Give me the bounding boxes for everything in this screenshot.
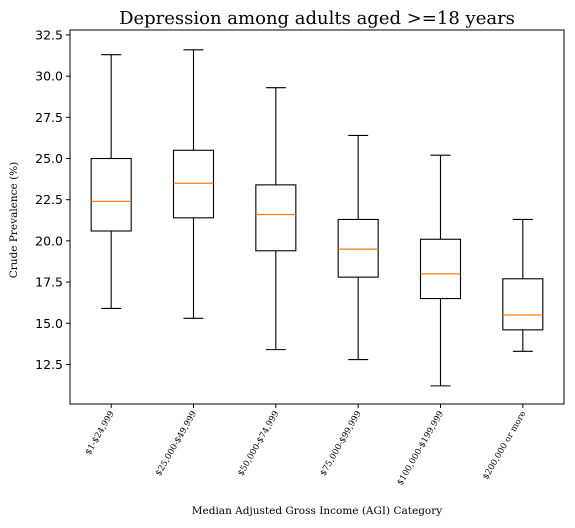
box-iqr <box>255 184 297 252</box>
x-tick-label: $25,000-$49,999 <box>154 410 199 478</box>
y-axis-label: Crude Prevalence (%) <box>8 162 20 279</box>
y-tick-label: 32.5 <box>35 27 63 42</box>
box-iqr <box>172 149 215 219</box>
y-tick-label: 15.0 <box>35 316 63 331</box>
x-tick-label: $50,000-$74,999 <box>236 410 281 478</box>
y-tick-label: 25.0 <box>35 151 63 166</box>
box-iqr <box>419 238 462 300</box>
y-tick-label: 17.5 <box>35 275 63 290</box>
box-iqr <box>337 218 379 278</box>
y-tick-label: 12.5 <box>35 357 63 372</box>
chart-title: Depression among adults aged >=18 years <box>119 8 515 29</box>
box-iqr <box>502 278 544 331</box>
box-iqr <box>90 157 132 232</box>
plot-frame <box>69 29 565 405</box>
x-tick-label: $1-$24,999 <box>84 410 117 457</box>
x-tick-label: $200,000 or more <box>481 410 528 482</box>
y-tick-label: 30.0 <box>35 69 63 84</box>
y-tick-label: 20.0 <box>35 233 63 248</box>
x-tick-label: $75,000-$99,999 <box>319 410 364 478</box>
plot-area: 12.5 15.0 17.5 20.0 22.5 25.0 27.5 30.0 32.5 $1-$… <box>35 27 565 488</box>
x-tick-label: $100,000-$199,999 <box>395 410 446 488</box>
x-axis-label: Median Adjusted Gross Income (AGI) Categ… <box>192 505 443 517</box>
y-tick-label: 27.5 <box>35 110 63 125</box>
y-tick-label: 22.5 <box>35 192 63 207</box>
